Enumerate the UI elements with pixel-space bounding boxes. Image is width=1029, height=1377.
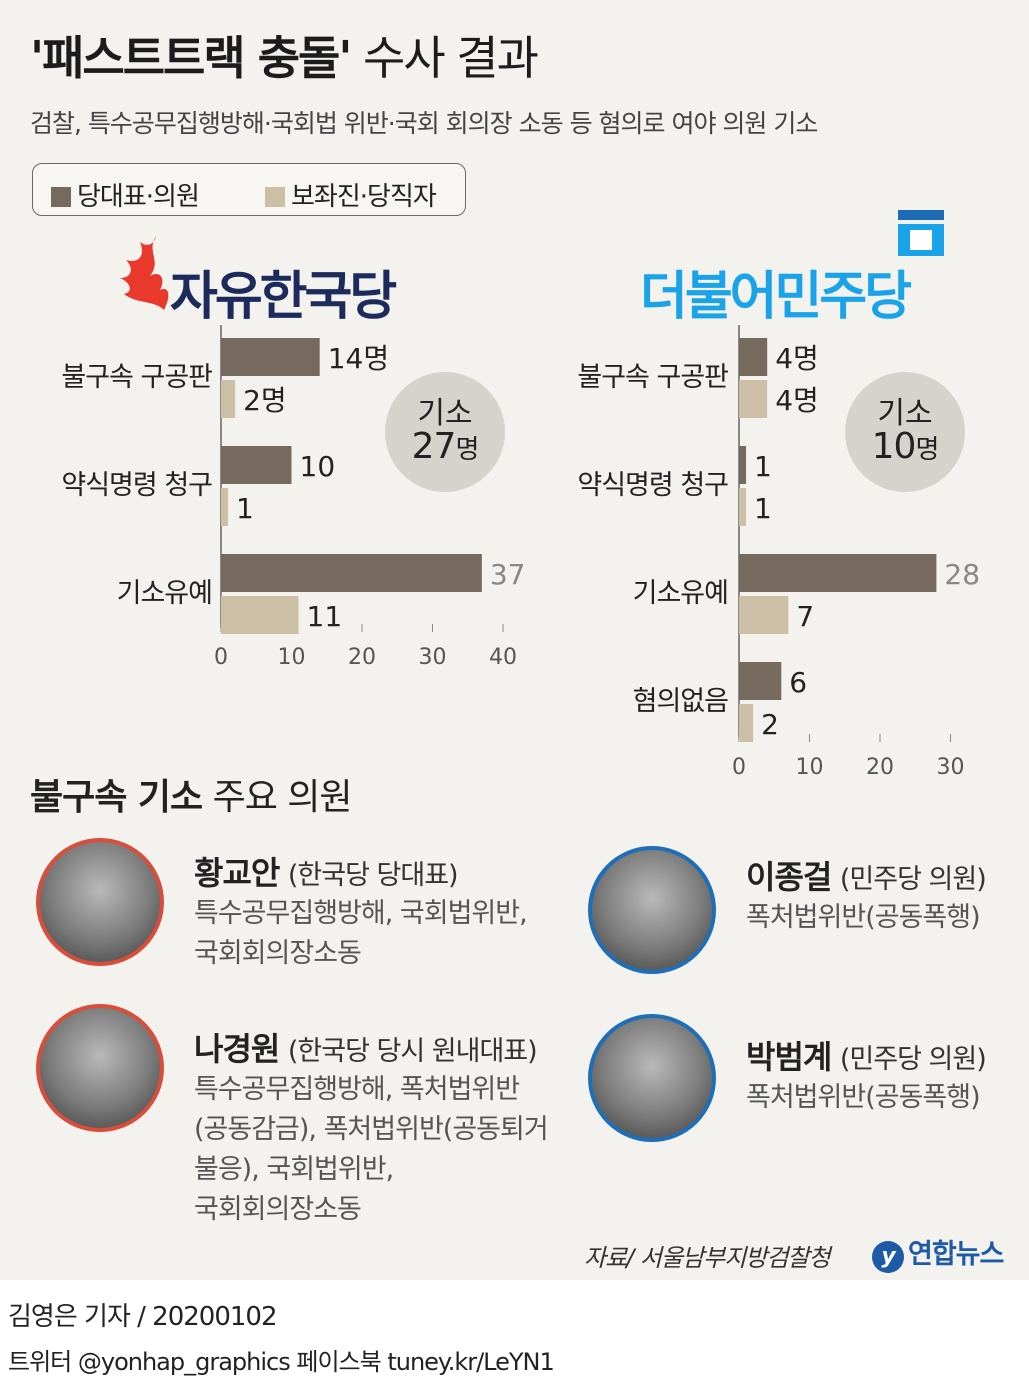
avatar [36, 838, 164, 966]
data-label: 7 [796, 600, 814, 633]
infographic-panel: '패스트트랙 충돌' 수사 결과 검찰, 특수공무집행방해·국회법 위반·국회 … [0, 0, 1029, 1280]
bar [221, 554, 482, 592]
data-label: 2 [761, 708, 779, 741]
data-label: 14명 [328, 342, 389, 375]
legend-swatch-staff [265, 187, 285, 207]
category-label: 약식명령 청구 [577, 470, 728, 501]
bar [739, 446, 747, 484]
bar [221, 596, 299, 634]
agency-logo: y 연합뉴스 [872, 1232, 1004, 1273]
source-note: 자료/ 서울남부지방검찰청 [584, 1244, 831, 1272]
x-tick-label: 0 [732, 755, 746, 780]
data-label: 2명 [243, 384, 287, 417]
indictment-badge-lkp: 기소 27명 [385, 372, 505, 492]
data-label: 37 [490, 558, 526, 591]
x-tick-label: 20 [866, 755, 894, 780]
bar [739, 488, 747, 526]
party-logo-lkp: 자유한국당 [170, 267, 397, 327]
bar [221, 380, 236, 418]
bar [739, 338, 768, 376]
category-label: 불구속 구공판 [577, 362, 728, 393]
x-tick-label: 30 [937, 755, 965, 780]
data-label: 1 [754, 450, 772, 483]
category-label: 혐의없음 [633, 686, 729, 717]
avatar [36, 1004, 164, 1132]
category-label: 불구속 구공판 [61, 362, 212, 393]
legend-item-members: 당대표·의원 [51, 176, 200, 213]
x-tick-label: 20 [348, 645, 376, 670]
data-label: 11 [307, 600, 343, 633]
person-name: 박범계 (민주당 의원) [746, 1038, 987, 1076]
category-label: 기소유예 [633, 578, 728, 609]
data-label: 1 [754, 492, 772, 525]
data-label: 10 [300, 450, 336, 483]
flame-icon [120, 236, 169, 310]
data-label: 4명 [775, 342, 819, 375]
data-label: 6 [789, 666, 807, 699]
category-label: 약식명령 청구 [61, 470, 212, 501]
person-charges: 특수공무집행방해, 폭처법위반 (공동감금), 폭처법위반(공동퇴거 불응), … [194, 1074, 549, 1225]
bar [739, 596, 789, 634]
reporter-credit: 김영은 기자 / 20200102 [8, 1302, 277, 1332]
party-flag-icon [898, 210, 944, 256]
legend-swatch-members [51, 187, 71, 207]
page-title: '패스트트랙 충돌' 수사 결과 [30, 31, 539, 85]
bar [221, 488, 229, 526]
person-name: 나경원 (한국당 당시 원내대표) [194, 1030, 538, 1068]
x-tick-label: 10 [796, 755, 824, 780]
person-charges: 특수공무집행방해, 국회법위반, 국회회의장소동 [194, 898, 528, 969]
person-name: 이종걸 (민주당 의원) [746, 858, 987, 896]
bar [739, 704, 754, 742]
person-charges: 폭처법위반(공동폭행) [746, 1082, 981, 1113]
category-label: 기소유예 [117, 578, 212, 609]
avatar [588, 846, 716, 974]
social-links: 트위터 @yonhap_graphics 페이스북 tuney.kr/LeYN1 [8, 1348, 555, 1376]
x-tick-label: 30 [419, 645, 447, 670]
bar [221, 446, 292, 484]
bar [739, 554, 937, 592]
bar [221, 338, 320, 376]
yonhap-logo-icon: y [872, 1241, 904, 1273]
x-tick-label: 10 [278, 645, 306, 670]
data-label: 1 [236, 492, 254, 525]
indictment-badge-dp: 기소 10명 [845, 372, 965, 492]
legend: 당대표·의원 보좌진·당직자 [32, 163, 466, 216]
x-tick-label: 0 [214, 645, 228, 670]
bar [739, 380, 768, 418]
avatar [588, 1014, 716, 1142]
party-logo-dp: 더불어민주당 [640, 267, 912, 327]
person-charges: 폭처법위반(공동폭행) [746, 902, 981, 933]
legend-item-staff: 보좌진·당직자 [265, 176, 437, 213]
x-tick-label: 40 [489, 645, 517, 670]
section-title: 불구속 기소 주요 의원 [30, 777, 353, 818]
page-subtitle: 검찰, 특수공무집행방해·국회법 위반·국회 회의장 소동 등 혐의로 여야 의… [30, 109, 818, 138]
person-name: 황교안 (한국당 당대표) [194, 854, 459, 892]
data-label: 28 [944, 558, 980, 591]
data-label: 4명 [775, 384, 819, 417]
bar [739, 662, 782, 700]
